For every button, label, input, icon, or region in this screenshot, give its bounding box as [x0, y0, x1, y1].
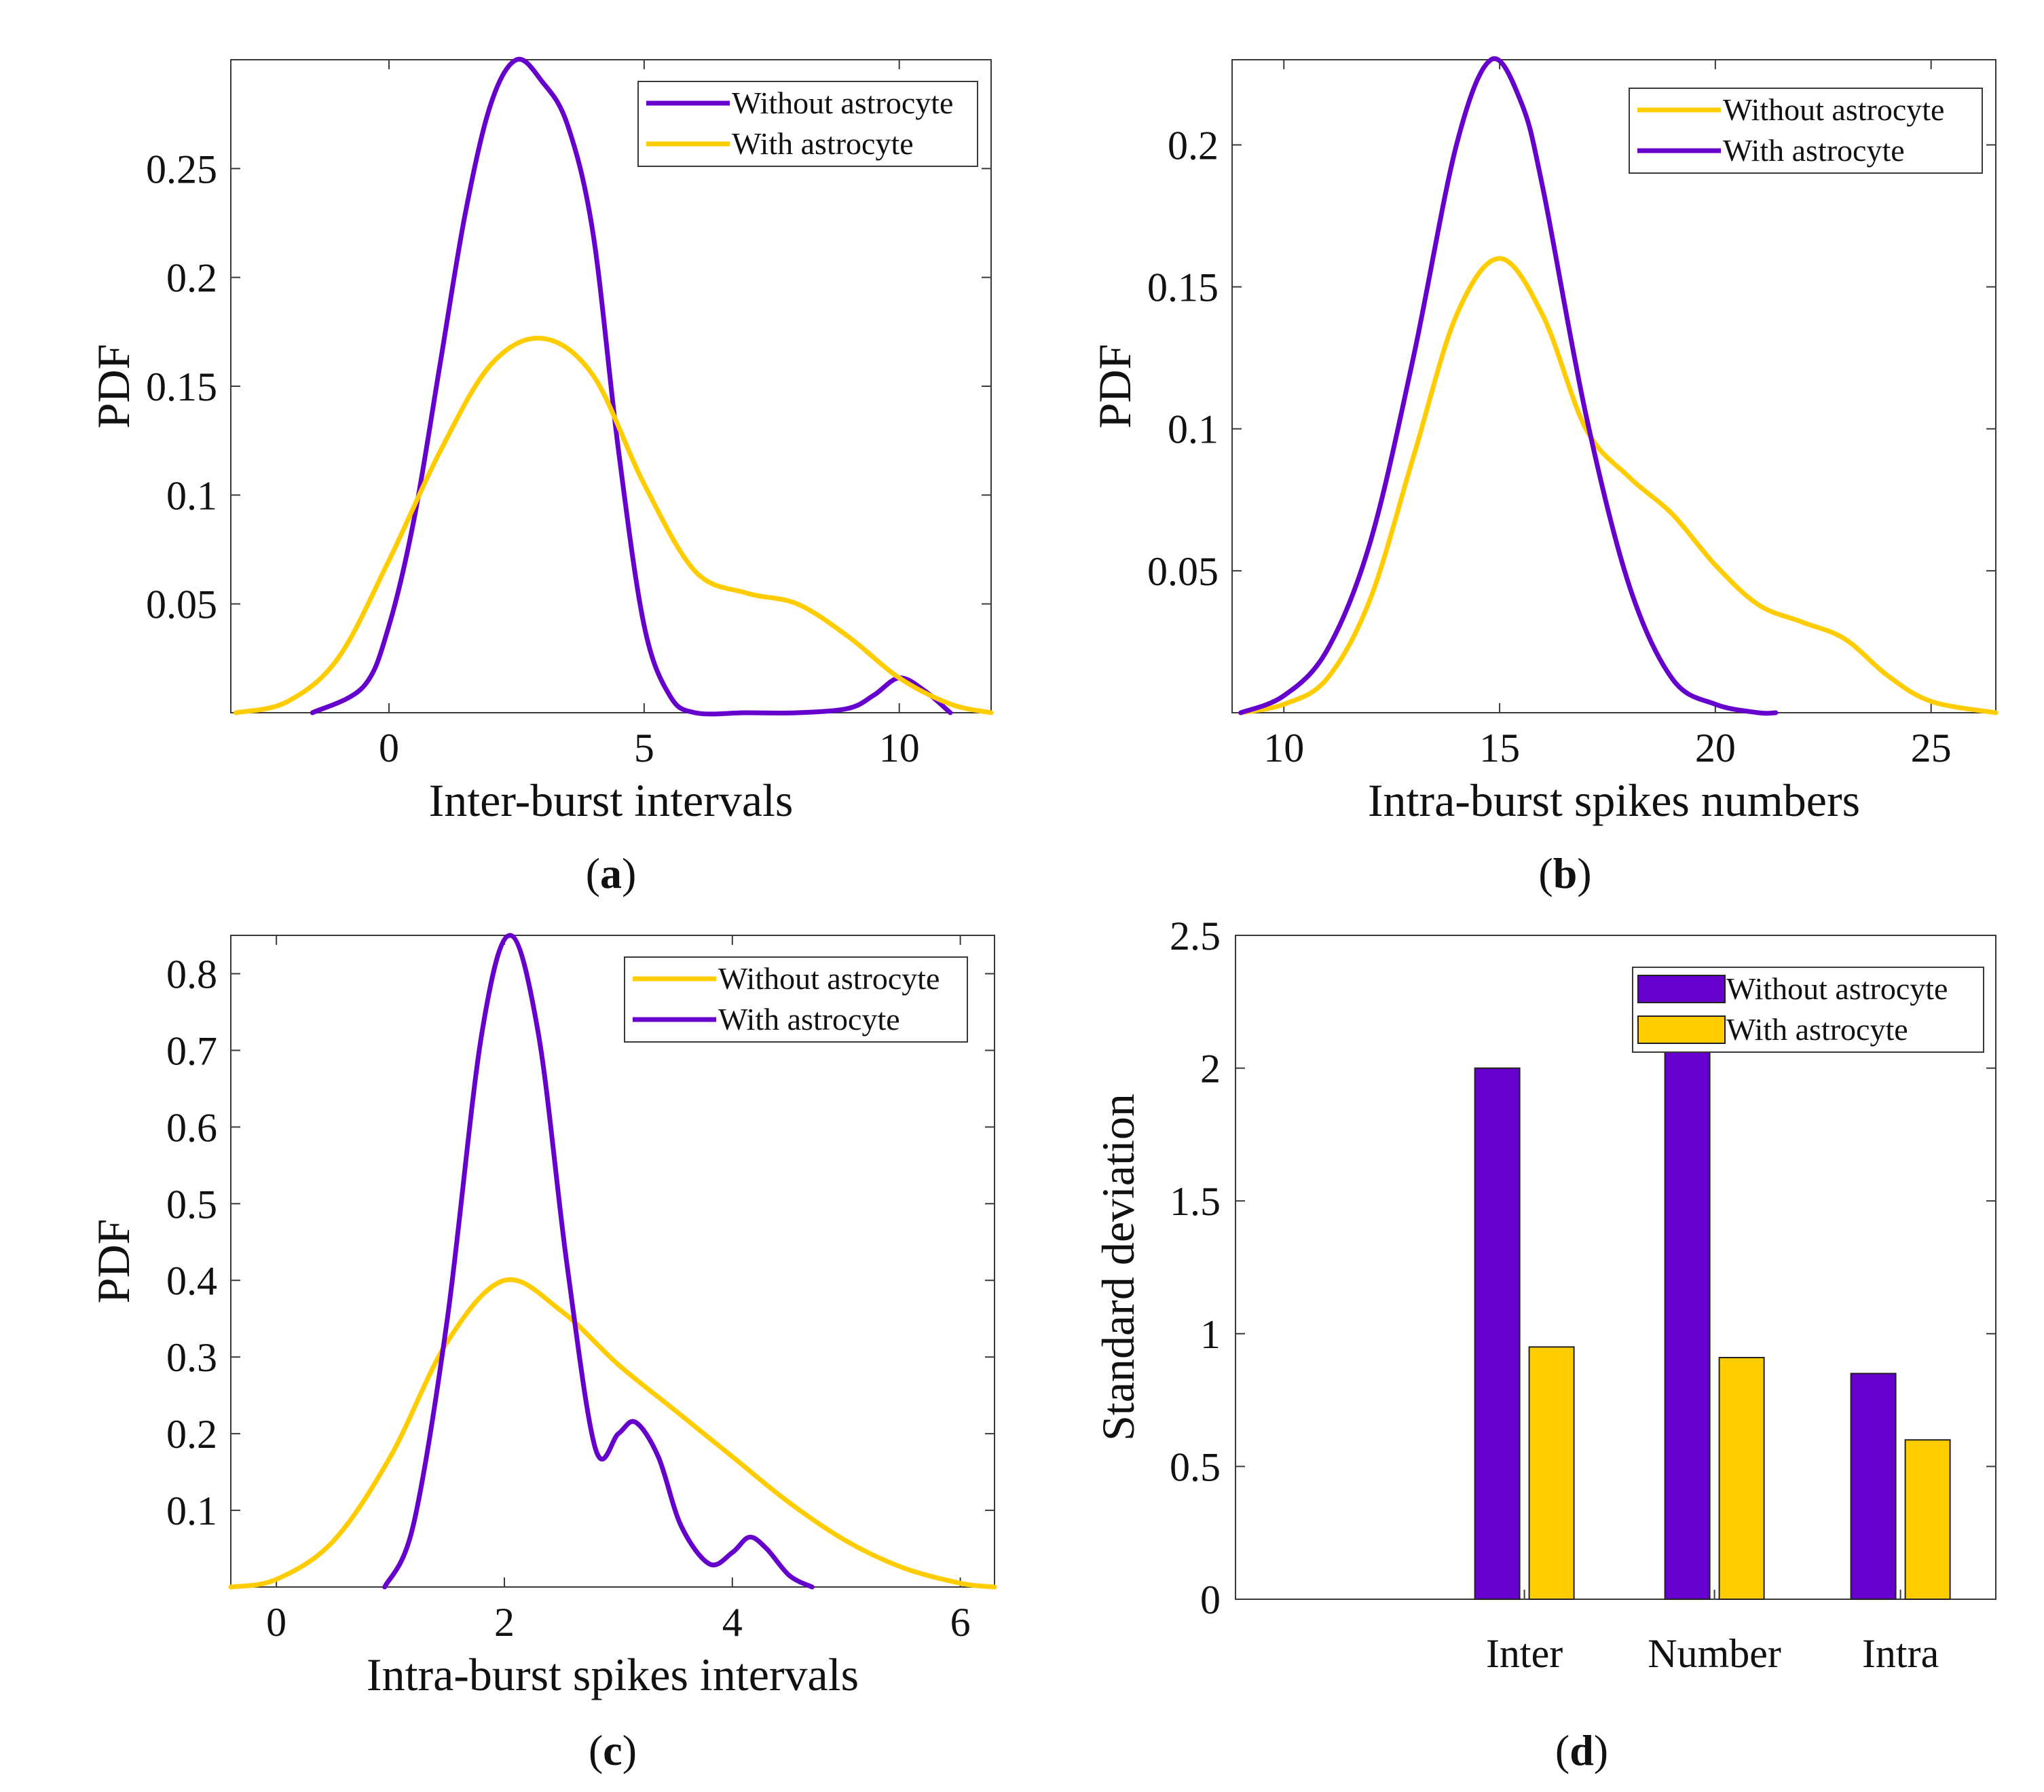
series-line — [310, 56, 953, 717]
y-tick-label: 0.05 — [1147, 549, 1219, 594]
panel-label-paren: ( — [1538, 849, 1553, 897]
x-axis-title: Intra-burst spikes intervals — [367, 1649, 859, 1700]
bar — [1850, 1373, 1897, 1600]
y-tick-label: 0.4 — [166, 1258, 217, 1303]
legend-entry: Without astrocyte — [732, 86, 953, 120]
panel-label-letter: b — [1553, 849, 1578, 897]
x-tick-label: 10 — [879, 726, 920, 770]
series-line — [1238, 256, 1999, 715]
panel-label-paren: ) — [623, 1726, 637, 1774]
panel-label-paren: ( — [589, 1726, 603, 1774]
panel-b: 10 15 20 25 0.05 0.1 0.15 0.2 Intra-burst spikes… — [1089, 56, 1999, 897]
plot-frame — [1235, 935, 1996, 1600]
x-tick-label: Number — [1648, 1631, 1781, 1676]
x-tick-label: 10 — [1263, 726, 1304, 770]
legend-entry: With astrocyte — [1726, 1012, 1908, 1047]
panel-label: (c) — [589, 1726, 637, 1774]
x-axis-title: Intra-burst spikes numbers — [1368, 774, 1860, 826]
legend-box — [637, 81, 978, 167]
panel-d: 0 0.5 1 1.5 2 2.5 Inter Number Intra Standard dev… — [1092, 914, 1996, 1774]
plot-frame — [1231, 59, 1996, 713]
legend-swatch-box — [1637, 975, 1726, 1003]
panel-label-paren: ) — [1594, 1726, 1608, 1774]
bar — [1904, 1439, 1951, 1601]
panel-label: (d) — [1555, 1726, 1608, 1774]
y-tick-label: 0.8 — [166, 952, 217, 996]
y-tick-label: 0.2 — [1168, 123, 1219, 168]
y-tick-label: 0 — [1200, 1578, 1221, 1622]
y-axis-title: PDF — [88, 1219, 139, 1304]
legend-entry: With astrocyte — [1723, 133, 1905, 168]
x-tick-label: 25 — [1911, 726, 1952, 770]
y-tick-label: 0.2 — [166, 256, 217, 301]
x-tick-label: 6 — [950, 1600, 971, 1645]
y-tick-label: 0.05 — [146, 582, 217, 627]
panel-label-paren: ( — [1555, 1726, 1569, 1774]
panel-label: (b) — [1538, 849, 1591, 897]
bar — [1718, 1357, 1765, 1601]
legend-swatch-box — [1637, 1015, 1726, 1044]
y-tick-label: 2.5 — [1170, 914, 1221, 958]
y-tick-label: 0.15 — [146, 365, 217, 409]
y-tick-label: 0.25 — [146, 147, 217, 191]
legend-entry: Without astrocyte — [1726, 971, 1948, 1006]
panel-label-paren: ( — [586, 849, 600, 897]
x-tick-label: 2 — [494, 1600, 515, 1645]
x-tick-label: 4 — [722, 1600, 743, 1645]
y-tick-label: 0.5 — [1170, 1444, 1221, 1489]
series-line — [228, 1277, 997, 1590]
legend-box — [624, 956, 968, 1043]
y-tick-label: 0.7 — [166, 1028, 217, 1073]
y-tick-label: 0.5 — [166, 1182, 217, 1227]
bar — [1664, 1027, 1711, 1601]
y-tick-label: 0.1 — [166, 1489, 217, 1533]
panel-label-letter: d — [1569, 1726, 1594, 1774]
x-tick-label: 20 — [1695, 726, 1736, 770]
plot-frame — [230, 935, 995, 1588]
series-line — [234, 335, 994, 715]
panel-label-letter: c — [603, 1726, 622, 1774]
x-tick-label: 0 — [379, 726, 399, 770]
bar — [1528, 1346, 1575, 1600]
legend-entry: Without astrocyte — [1723, 92, 1944, 127]
y-tick-label: 2 — [1200, 1047, 1221, 1091]
x-tick-label: Intra — [1862, 1631, 1939, 1676]
y-tick-label: 0.2 — [166, 1412, 217, 1457]
x-tick-label: 0 — [266, 1600, 286, 1645]
panel-label-paren: ) — [1577, 849, 1591, 897]
y-tick-label: 0.1 — [1168, 407, 1219, 452]
y-tick-label: 1.5 — [1170, 1179, 1221, 1224]
panel-label-letter: a — [600, 849, 622, 897]
legend-entry: With astrocyte — [718, 1002, 900, 1037]
y-tick-label: 0.15 — [1147, 265, 1219, 310]
x-tick-label: 5 — [634, 726, 654, 770]
x-axis-title: Inter-burst intervals — [429, 774, 794, 826]
y-tick-label: 0.6 — [166, 1105, 217, 1150]
panel-label-paren: ) — [622, 849, 636, 897]
series-line — [382, 933, 815, 1590]
panel-label: (a) — [586, 849, 637, 897]
legend-entry: With astrocyte — [732, 126, 914, 161]
legend-entry: Without astrocyte — [718, 961, 940, 996]
y-tick-label: 0.3 — [166, 1335, 217, 1380]
y-tick-label: 1 — [1200, 1312, 1221, 1357]
panel-c: 0 2 4 6 0.1 0.2 0.3 0.4 0.5 0.6 0.7 0.8 Intra-burst … — [88, 933, 997, 1774]
y-axis-title: Standard deviation — [1092, 1094, 1144, 1441]
series-line — [1238, 56, 1779, 716]
x-tick-label: 15 — [1479, 726, 1520, 770]
y-axis-title: PDF — [1089, 344, 1140, 429]
bar — [1474, 1067, 1521, 1600]
x-tick-label: Inter — [1486, 1631, 1563, 1676]
legend-box — [1629, 88, 1983, 174]
y-tick-label: 0.1 — [166, 473, 217, 518]
panel-a: 0 5 10 0.05 0.1 0.15 0.2 0.25 Inter-burst interv… — [88, 56, 994, 897]
y-axis-title: PDF — [88, 344, 139, 429]
